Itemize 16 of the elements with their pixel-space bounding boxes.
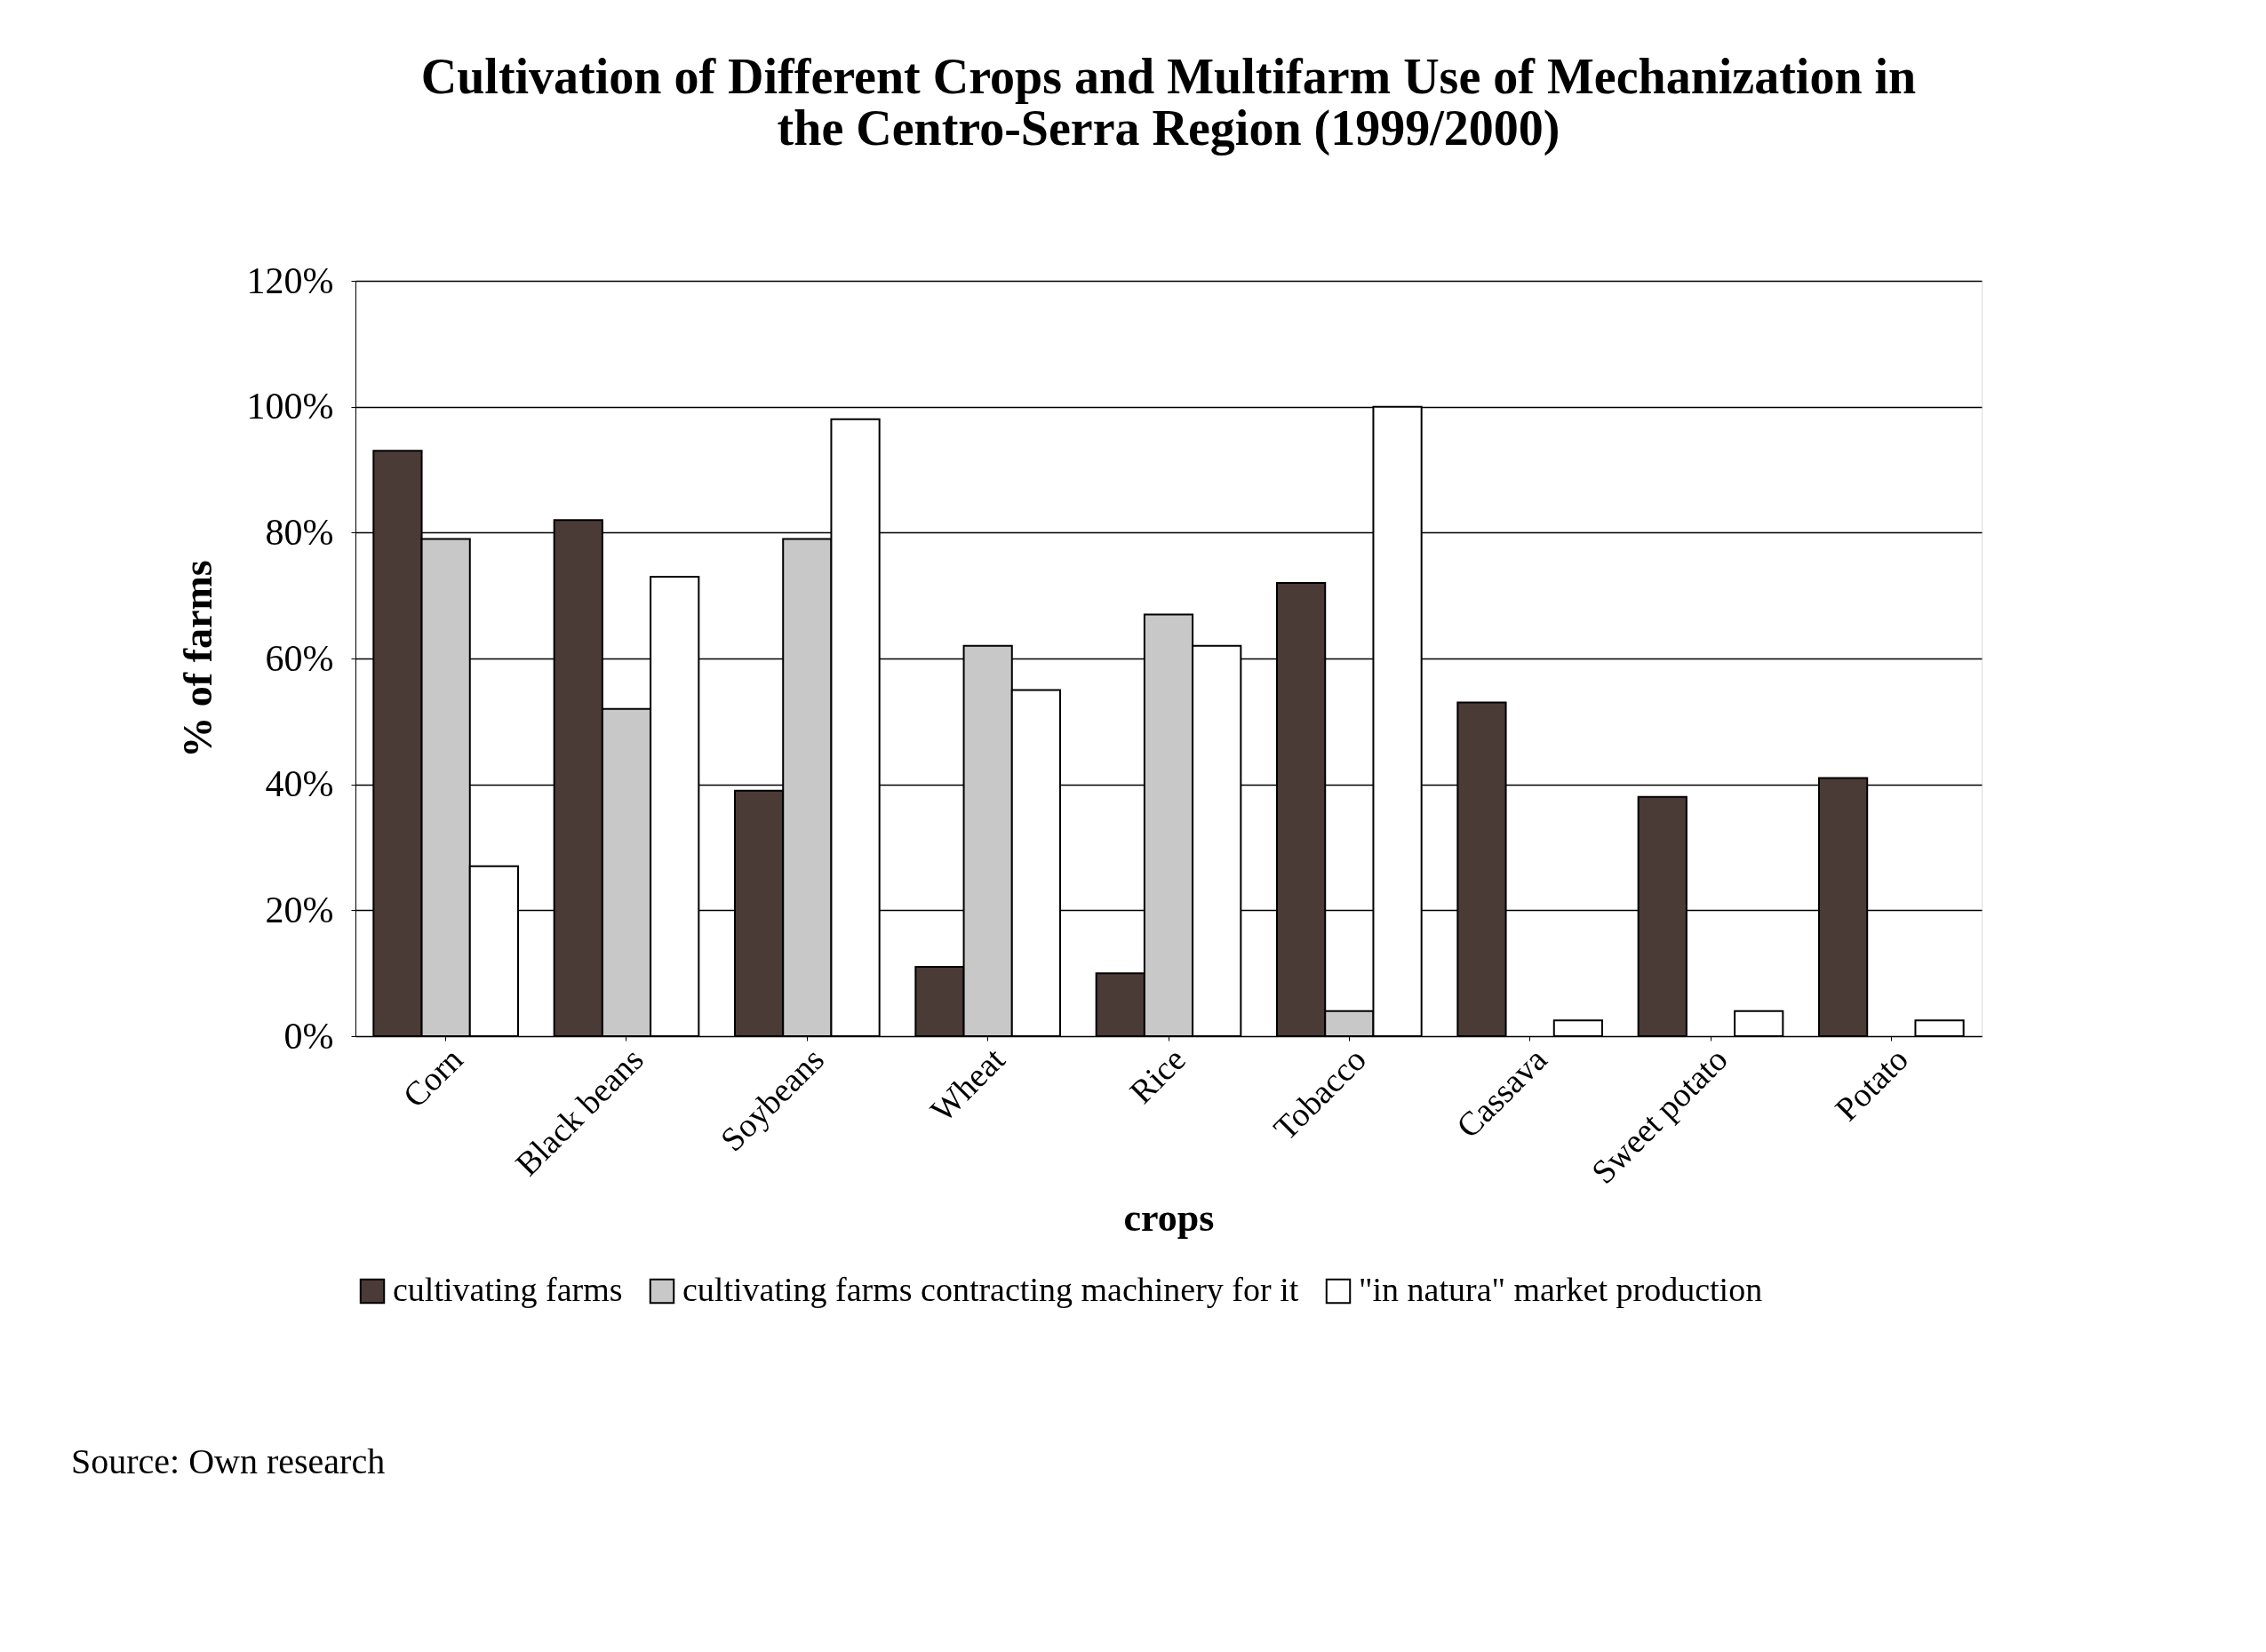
y-tick-label: 100% xyxy=(246,386,334,427)
y-tick-label: 0% xyxy=(283,1015,334,1057)
source-note: Source: Own research xyxy=(71,1441,386,1481)
legend-label: "in natura" market production xyxy=(1359,1271,1763,1308)
x-tick-label: Corn xyxy=(395,1040,470,1115)
y-axis-title: % of farms xyxy=(174,560,220,758)
y-tick-label: 80% xyxy=(265,511,334,553)
legend-label: cultivating farms xyxy=(393,1271,623,1308)
x-tick-label: Rice xyxy=(1121,1040,1193,1111)
y-tick-label: 120% xyxy=(246,259,334,301)
legend-label: cultivating farms contracting machinery for it xyxy=(682,1271,1299,1308)
y-tick-label: 40% xyxy=(265,763,334,805)
y-tick-label: 20% xyxy=(265,889,334,930)
y-tick-label: 60% xyxy=(265,637,334,679)
x-axis-title: crops xyxy=(1123,1195,1215,1240)
text: Cultivation of Different Crops and Multifarm Use of Mechanization in xyxy=(420,49,1917,104)
